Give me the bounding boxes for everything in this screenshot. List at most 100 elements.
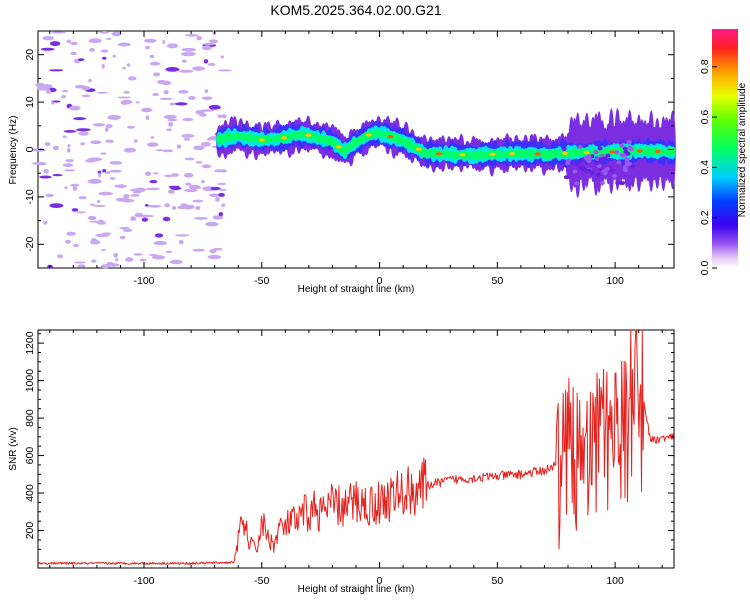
ridge-peak-cell [305,133,312,137]
noise-cell [184,157,195,161]
noise-cell [212,248,223,251]
noise-cell [53,145,59,151]
ridge-scatter-cell [574,162,580,167]
noise-cell [169,259,183,265]
noise-cell [175,234,190,237]
colorbar-tick-label: 0.2 [699,210,711,225]
noise-cell [166,43,179,49]
noise-cell [182,117,194,122]
noise-cell [96,200,101,203]
noise-cell [105,139,115,143]
noise-cell [181,134,195,138]
noise-cell [109,169,123,173]
noise-cell [201,96,213,100]
noise-cell [49,69,64,72]
ridge-scatter-cell [572,169,578,174]
colorbar-gradient [712,29,738,268]
snr-panel: -100 -50 0 50 100 200 400 600 800 1000 1200 Height… [8,329,675,595]
x-tick-label: -100 [133,275,154,287]
ridge-peak-cell [508,152,515,156]
noise-cell [215,197,220,202]
noise-cell [62,135,67,138]
noise-cell [180,203,188,207]
x-tick-label: -50 [254,575,269,587]
ridge-scatter-cell [561,147,567,151]
noise-cell [31,162,47,165]
noise-cell [150,136,155,139]
noise-cell [104,127,109,132]
ridge-peak-cell [365,133,372,137]
noise-cell [90,140,102,145]
noise-cell [64,169,76,172]
noise-cell [184,188,198,193]
noise-cell [201,179,205,184]
noise-cell [52,100,61,103]
chart-title: KOM5.2025.364.02.00.G21 [270,2,441,18]
noise-cell [178,90,189,94]
noise-cell [184,34,199,37]
noise-cell [181,59,187,63]
ridge-peak-cell [489,152,496,156]
noise-cell [72,186,78,191]
x-tick-label: 100 [606,275,624,287]
noise-cell [71,208,79,212]
noise-cell [109,161,123,165]
noise-cell [205,221,219,227]
ridge-peak-cell [583,150,590,155]
noise-cell [217,182,227,185]
noise-cell [99,31,110,34]
noise-cell [185,182,192,186]
y-tick-label: 0 [24,146,36,152]
noise-cell [167,189,175,194]
noise-cell [192,186,202,189]
spectrogram-ylabel: Frequency (Hz) [8,116,19,185]
ridge-scatter-cell [615,181,621,185]
y-tick-label: 800 [24,409,36,427]
colorbar-tick-label: 0.8 [699,59,711,74]
noise-cell [195,161,203,164]
ridge-peak-cell [654,149,661,153]
y-tick-label: 600 [24,447,36,465]
noise-cell [39,175,52,179]
noise-cell [155,149,164,152]
noise-cell [70,41,78,46]
ridge-scatter-cell [620,181,626,186]
noise-cell [195,205,201,210]
noise-cell [70,51,77,56]
noise-cell [102,56,107,60]
noise-cell [81,86,91,91]
ridge-scatter-cell [586,154,592,159]
noise-cell [85,159,97,163]
noise-cell [98,172,102,178]
noise-cell [66,231,76,236]
noise-cell [43,220,48,225]
noise-cell [201,164,212,169]
noise-cell [126,63,131,67]
noise-cell [88,78,92,83]
noise-cell [133,139,138,143]
noise-cell [192,248,206,252]
noise-cell [63,130,77,133]
colorbar-tick-label: 0.4 [699,160,711,175]
spectral-ridge [216,108,676,198]
noise-cell [89,220,103,223]
noise-cell [105,124,113,129]
noise-cell [188,96,196,100]
y-tick-label: 1200 [24,331,36,355]
noise-cell [61,95,66,99]
ridge-scatter-cell [604,167,610,171]
noise-cell [149,54,155,59]
noise-cell [163,174,174,178]
noise-cell [149,61,161,66]
noise-cell [159,97,173,100]
noise-cell [151,255,166,260]
noise-cell [98,191,113,196]
ridge-peak-cell [609,150,616,154]
noise-cell [88,38,102,44]
ridge-scatter-cell [598,157,604,162]
noise-cell [43,169,49,174]
noise-cell [217,114,222,118]
noise-cell [119,226,130,230]
